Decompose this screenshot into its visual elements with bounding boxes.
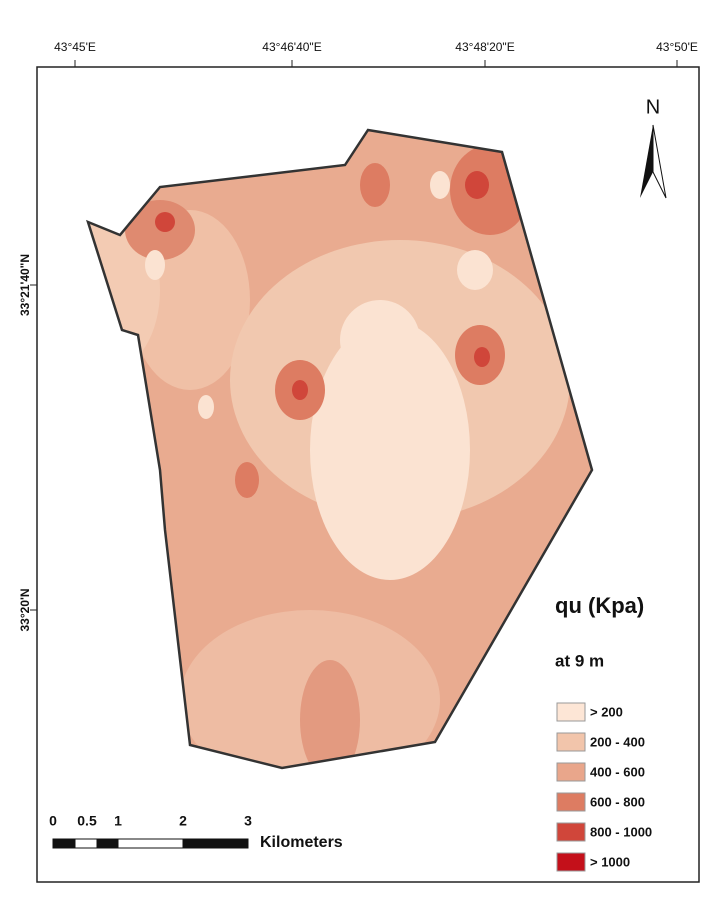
legend-label: 400 - 600 <box>590 764 645 779</box>
scale-segment <box>74 838 98 849</box>
scale-label: 0 <box>49 813 57 829</box>
map-frame <box>36 66 700 883</box>
scale-unit: Kilometers <box>260 834 343 851</box>
longitude-label: 43°45'E <box>54 40 96 54</box>
latitude-label: 33°20'N <box>18 588 32 631</box>
scale-label: 0.5 <box>77 813 97 829</box>
legend-swatch <box>556 792 586 812</box>
scale-label: 1 <box>114 813 122 829</box>
scale-label: 2 <box>179 813 187 829</box>
scale-label: 3 <box>244 813 252 829</box>
north-arrow: N <box>640 96 667 199</box>
legend-swatch <box>556 852 586 872</box>
legend-swatch <box>556 702 586 722</box>
legend-swatch <box>556 822 586 842</box>
legend-swatch <box>556 732 586 752</box>
legend-label: > 200 <box>590 704 623 719</box>
legend-subtitle: at 9 m <box>555 651 604 670</box>
scale-segment <box>182 838 249 849</box>
longitude-label: 43°46'40"E <box>262 40 321 54</box>
scale-segment <box>96 838 119 849</box>
legend-swatch <box>556 762 586 782</box>
scale-segment <box>117 838 184 849</box>
legend-label: > 1000 <box>590 854 630 869</box>
longitude-label: 43°50'E <box>656 40 698 54</box>
legend-label: 800 - 1000 <box>590 824 652 839</box>
latitude-label: 33°21'40"N <box>18 254 32 316</box>
scale-segment <box>52 838 76 849</box>
longitude-label: 43°48'20"E <box>455 40 514 54</box>
qu-surface <box>88 130 592 768</box>
north-label: N <box>646 96 660 118</box>
legend-label: 600 - 800 <box>590 794 645 809</box>
legend-label: 200 - 400 <box>590 734 645 749</box>
legend-title: qu (Kpa) <box>555 593 644 618</box>
study-boundary <box>86 128 594 770</box>
